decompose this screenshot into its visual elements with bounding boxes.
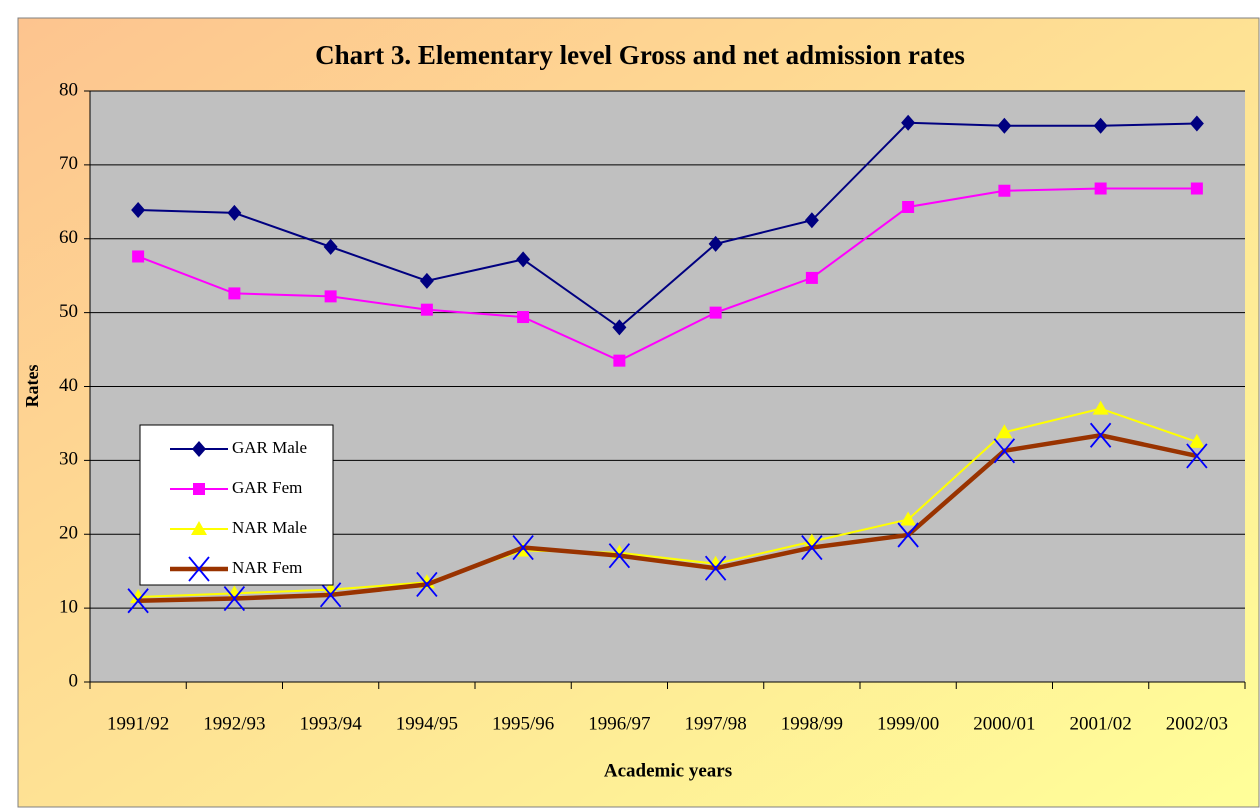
marker xyxy=(704,555,727,581)
marker xyxy=(900,511,917,526)
y-tick-label: 10 xyxy=(59,596,78,617)
y-tick-label: 0 xyxy=(69,670,79,691)
marker xyxy=(192,441,206,457)
x-tick-label: 1997/98 xyxy=(684,713,746,734)
x-tick-label: 1996/97 xyxy=(588,713,650,734)
marker xyxy=(227,204,242,221)
y-tick-label: 40 xyxy=(59,375,78,396)
x-tick-label: 1992/93 xyxy=(203,713,265,734)
marker xyxy=(901,114,916,131)
marker xyxy=(1186,443,1208,469)
marker xyxy=(191,521,207,535)
legend-label: NAR Male xyxy=(232,518,307,537)
marker xyxy=(1089,422,1112,448)
marker xyxy=(902,200,915,213)
series-line xyxy=(138,121,1197,329)
x-tick-label: 1994/95 xyxy=(396,713,458,734)
marker xyxy=(1093,117,1108,134)
x-axis-label: Academic years xyxy=(604,760,732,781)
marker xyxy=(228,287,241,300)
y-tick-label: 20 xyxy=(59,523,78,544)
marker xyxy=(416,571,438,598)
marker xyxy=(188,556,210,582)
marker xyxy=(193,483,205,495)
marker xyxy=(324,290,337,303)
marker xyxy=(1092,400,1109,415)
marker xyxy=(709,306,722,319)
marker xyxy=(131,201,146,218)
marker xyxy=(608,543,631,569)
marker xyxy=(512,534,534,561)
marker xyxy=(708,235,723,252)
marker xyxy=(996,424,1013,439)
x-tick-label: 1991/92 xyxy=(107,713,169,734)
y-tick-label: 60 xyxy=(59,227,78,248)
marker xyxy=(997,117,1012,134)
marker xyxy=(612,319,627,336)
x-tick-label: 1993/94 xyxy=(299,713,362,734)
x-tick-label: 1998/99 xyxy=(781,713,843,734)
marker xyxy=(516,251,531,268)
marker xyxy=(223,585,246,612)
marker xyxy=(998,184,1011,197)
marker xyxy=(517,311,530,324)
y-axis-label: Rates xyxy=(22,365,42,408)
legend-label: NAR Fem xyxy=(232,558,302,577)
marker xyxy=(613,354,626,367)
marker xyxy=(897,522,919,548)
marker xyxy=(323,238,338,255)
marker xyxy=(1189,115,1204,132)
x-tick-label: 2001/02 xyxy=(1069,713,1131,734)
y-tick-label: 50 xyxy=(59,301,78,322)
marker xyxy=(1188,433,1205,448)
marker xyxy=(226,585,243,600)
marker xyxy=(804,212,819,229)
marker xyxy=(805,271,818,284)
x-tick-label: 1999/00 xyxy=(877,713,939,734)
legend-label: GAR Fem xyxy=(232,478,302,497)
legend-label: GAR Male xyxy=(232,438,307,457)
marker xyxy=(993,438,1016,464)
chart-title: Chart 3. Elementary level Gross and net … xyxy=(315,40,965,70)
marker xyxy=(1094,182,1107,195)
series-line xyxy=(138,432,1198,603)
marker xyxy=(801,534,823,561)
y-tick-label: 80 xyxy=(59,79,78,100)
legend-box xyxy=(139,424,334,586)
marker xyxy=(420,303,433,316)
series-line xyxy=(137,187,1197,362)
marker xyxy=(1190,182,1203,195)
marker xyxy=(319,582,342,608)
x-tick-label: 2000/01 xyxy=(973,713,1035,734)
x-tick-label: 1995/96 xyxy=(492,713,554,734)
marker xyxy=(127,588,149,614)
series-line xyxy=(138,407,1198,599)
x-tick-label: 2002/03 xyxy=(1166,713,1228,734)
y-tick-label: 70 xyxy=(59,153,78,174)
marker xyxy=(132,250,145,263)
y-tick-label: 30 xyxy=(59,449,78,470)
marker xyxy=(419,272,434,289)
